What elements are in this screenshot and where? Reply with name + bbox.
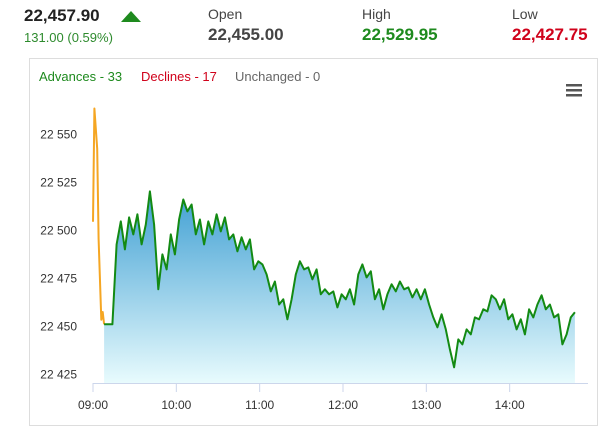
x-tick-label: 09:00	[78, 398, 108, 412]
x-tick-label: 12:00	[328, 398, 358, 412]
x-tick-label: 13:00	[411, 398, 441, 412]
up-arrow	[121, 11, 141, 22]
last-price: 22,457.90	[24, 6, 100, 25]
y-tick-label: 22 550	[40, 128, 77, 142]
price-line	[92, 107, 106, 325]
menu-icon[interactable]	[566, 84, 582, 97]
chart-frame	[29, 58, 598, 426]
area	[104, 191, 575, 383]
stat-label: Low	[512, 6, 538, 22]
stat-value: 22,529.95	[362, 25, 438, 44]
price-line	[104, 190, 576, 369]
x-tick-label: 10:00	[161, 398, 191, 412]
stat-label: Open	[208, 6, 243, 22]
unchanged: Unchanged - 0	[235, 69, 321, 84]
stat-label: High	[362, 6, 391, 22]
y-tick-label: 22 450	[40, 320, 77, 334]
stat-value: 22,455.00	[208, 25, 284, 44]
y-tick-label: 22 425	[40, 367, 77, 381]
y-tick-label: 22 525	[40, 176, 77, 190]
advances: Advances - 33	[39, 69, 123, 84]
x-tick-label: 11:00	[245, 398, 274, 412]
price-change: 131.00 (0.59%)	[24, 30, 113, 45]
y-tick-label: 22 475	[40, 272, 77, 286]
y-tick-label: 22 500	[40, 224, 77, 238]
stat-value: 22,427.75	[512, 25, 588, 44]
x-tick-label: 14:00	[495, 398, 525, 412]
declines: Declines - 17	[141, 69, 217, 84]
